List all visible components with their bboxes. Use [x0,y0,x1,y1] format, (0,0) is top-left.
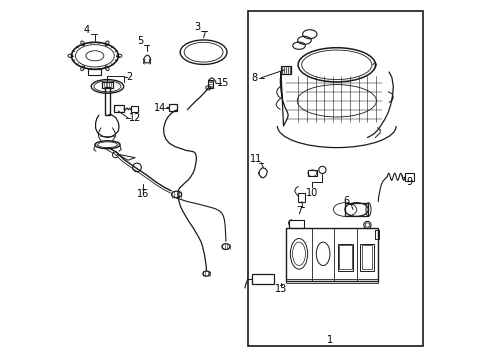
Bar [102,82,113,88]
Text: 8: 8 [251,73,257,83]
Bar [360,244,374,271]
Text: 6: 6 [343,196,349,206]
Bar [248,11,423,346]
Bar [405,173,414,181]
Bar [375,230,379,239]
Text: 2: 2 [127,72,133,82]
Bar [286,279,378,283]
Bar [104,87,110,115]
Bar [281,66,291,74]
Bar [170,104,177,111]
Text: 5: 5 [137,36,143,46]
Text: 3: 3 [194,22,200,32]
Bar [308,170,317,176]
Bar [345,203,368,216]
Text: 12: 12 [129,113,142,123]
Text: 16: 16 [137,189,149,199]
Text: 10: 10 [305,188,318,198]
Bar [208,80,213,88]
Bar [88,69,101,75]
Bar [298,193,305,202]
Bar [338,244,353,271]
Bar [131,106,138,112]
Text: 4: 4 [84,25,90,35]
Bar [362,245,372,269]
Text: 1: 1 [326,335,333,345]
Text: 11: 11 [250,154,262,164]
Bar [114,105,123,112]
Bar [339,245,351,269]
Bar [286,228,378,281]
Bar [289,220,304,228]
Text: 7: 7 [296,206,303,216]
Bar [252,274,274,284]
Text: 13: 13 [275,284,287,294]
Text: 14: 14 [153,103,166,113]
Text: 9: 9 [407,177,413,187]
Text: 15: 15 [217,78,230,88]
